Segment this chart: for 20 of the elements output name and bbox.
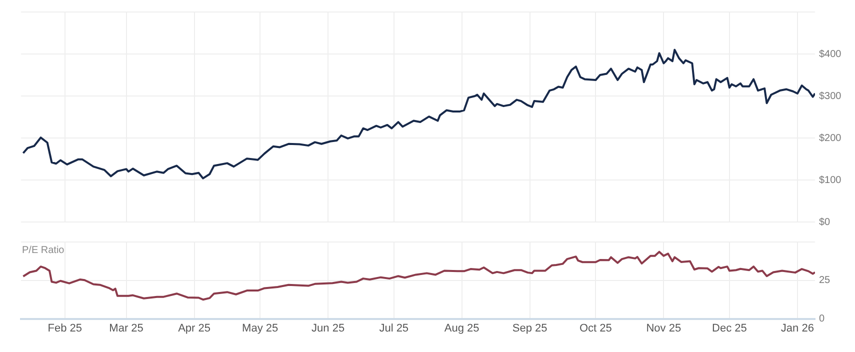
x-tick-label: Apr 25	[178, 322, 210, 334]
x-tick-label: Feb 25	[48, 322, 82, 334]
chart-title: P/E Ratio	[22, 244, 65, 256]
y-tick-label: 25	[819, 275, 831, 286]
y-tick-label: $200	[819, 132, 842, 144]
x-tick-label: May 25	[242, 322, 278, 334]
x-tick-label: Jul 25	[379, 322, 409, 334]
x-tick-label: Aug 25	[444, 322, 480, 334]
x-tick-label: Mar 25	[109, 322, 144, 334]
x-tick-label: Jan 26	[780, 322, 814, 334]
x-tick-label: Sep 25	[512, 322, 548, 334]
y-tick-label: $300	[819, 90, 842, 102]
x-tick-label: Jun 25	[312, 322, 345, 334]
x-tick-label: Oct 25	[579, 322, 612, 334]
y-tick-label: 0	[819, 314, 825, 325]
y-tick-label: $0	[819, 216, 831, 228]
y-tick-label: $400	[819, 48, 842, 60]
y-tick-label: $100	[819, 174, 842, 186]
x-tick-label: Nov 25	[646, 322, 682, 334]
x-tick-label: Dec 25	[712, 322, 747, 334]
